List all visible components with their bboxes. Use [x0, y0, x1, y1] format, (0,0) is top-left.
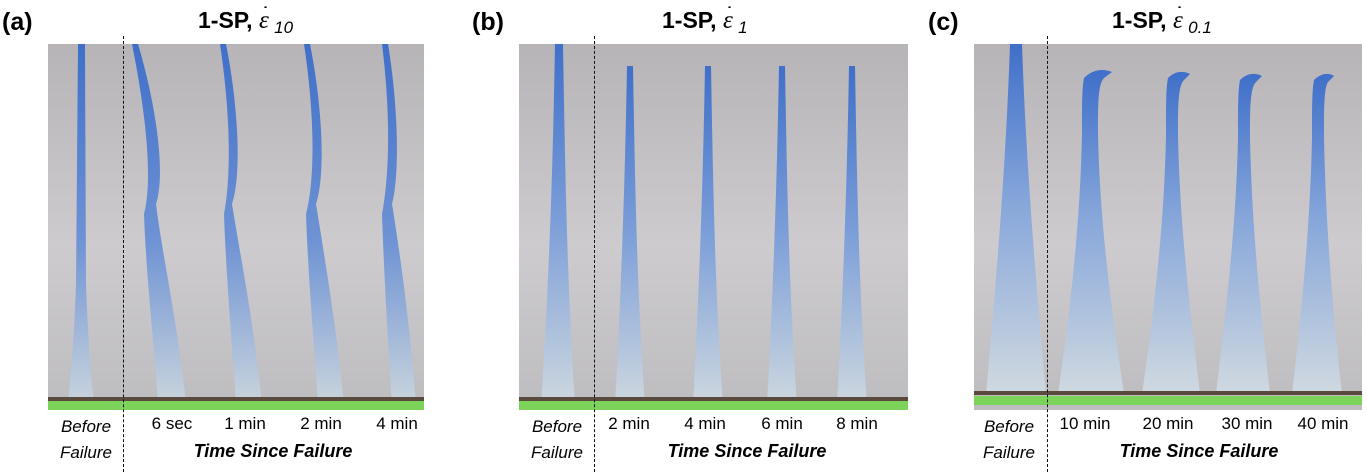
time-label: 2 min	[300, 414, 342, 433]
time-label: 20 min	[1142, 414, 1194, 433]
specimen-4min	[693, 66, 723, 404]
specimen-drawing	[541, 44, 867, 404]
time-label: 6 min	[761, 414, 803, 433]
panel-letter: (a)	[2, 8, 33, 36]
floor-edge	[48, 397, 424, 401]
before-failure-label: Before Failure	[60, 417, 112, 462]
title-subscript: 1	[738, 18, 748, 37]
time-label: 30 min	[1221, 414, 1273, 433]
specimen-10min	[1058, 70, 1124, 394]
panel-title: 1-SP, ε˙ 10	[198, 5, 294, 37]
title-main: 1-SP,	[198, 7, 259, 33]
strain-rate-dot: ˙	[262, 5, 269, 22]
time-label: 10 min	[1059, 414, 1111, 433]
panel-title: 1-SP, ε˙ 0.1	[1112, 5, 1212, 37]
specimen-drawing	[986, 44, 1342, 395]
specimen-before	[541, 44, 575, 404]
time-label: 4 min	[376, 414, 418, 433]
floor-strip	[48, 401, 424, 410]
panel-b: (b) 1-SP, ε˙ 1 Before Failure 2 min 4 min	[462, 0, 914, 475]
panel-a: (a) 1-SP, ε˙10 Before Failure 6	[0, 0, 460, 475]
strain-rate-dot: ˙	[1176, 5, 1183, 22]
panel-c: (c) 1-SP, ε˙ 0.1 Before Failure 10 min 20…	[916, 0, 1367, 475]
title-subscript: 10	[274, 18, 294, 37]
time-since-failure-label: Time Since Failure	[667, 441, 827, 461]
specimen-photo	[48, 44, 424, 410]
specimen-photo	[519, 44, 908, 410]
floor-strip	[974, 396, 1362, 405]
specimen-photo	[974, 44, 1362, 410]
title-epsilon: ε	[722, 7, 733, 34]
title-main: 1-SP,	[662, 7, 723, 33]
specimen-20min	[1142, 71, 1200, 395]
before-failure-label: Before Failure	[983, 417, 1035, 462]
specimen-2min	[615, 66, 645, 404]
panel-letter: (b)	[472, 8, 504, 36]
specimen-1min	[220, 44, 262, 404]
specimen-before	[986, 44, 1046, 394]
before-after-divider	[594, 36, 595, 472]
floor-strip	[519, 401, 908, 410]
title-subscript: 0.1	[1188, 18, 1212, 37]
before-after-divider	[123, 36, 124, 472]
specimen-6sec	[132, 44, 186, 404]
specimen-30min	[1216, 73, 1270, 395]
floor-edge	[519, 397, 908, 401]
specimen-before	[68, 44, 94, 404]
before-failure-label: Before Failure	[531, 417, 583, 462]
panel-letter: (c)	[928, 8, 959, 36]
time-label: 40 min	[1297, 414, 1349, 433]
specimen-drawing	[68, 44, 416, 404]
title-epsilon: ε	[1172, 7, 1183, 34]
time-since-failure-label: Time Since Failure	[1119, 441, 1279, 461]
title-epsilon: ε	[258, 7, 269, 34]
specimen-8min	[837, 66, 867, 404]
time-label: 6 sec	[151, 414, 193, 433]
floor-edge	[974, 391, 1362, 395]
specimen-40min	[1292, 73, 1342, 395]
panel-title: 1-SP, ε˙ 1	[662, 5, 748, 37]
specimen-2min	[304, 44, 344, 404]
strain-rate-dot: ˙	[726, 5, 733, 22]
specimen-4min	[382, 44, 416, 404]
title-main: 1-SP,	[1112, 7, 1173, 33]
time-label: 8 min	[836, 414, 878, 433]
before-after-divider	[1047, 36, 1048, 472]
time-since-failure-label: Time Since Failure	[193, 441, 353, 461]
time-label: 1 min	[224, 414, 266, 433]
time-label: 4 min	[684, 414, 726, 433]
time-label: 2 min	[608, 414, 650, 433]
specimen-6min	[767, 66, 797, 404]
